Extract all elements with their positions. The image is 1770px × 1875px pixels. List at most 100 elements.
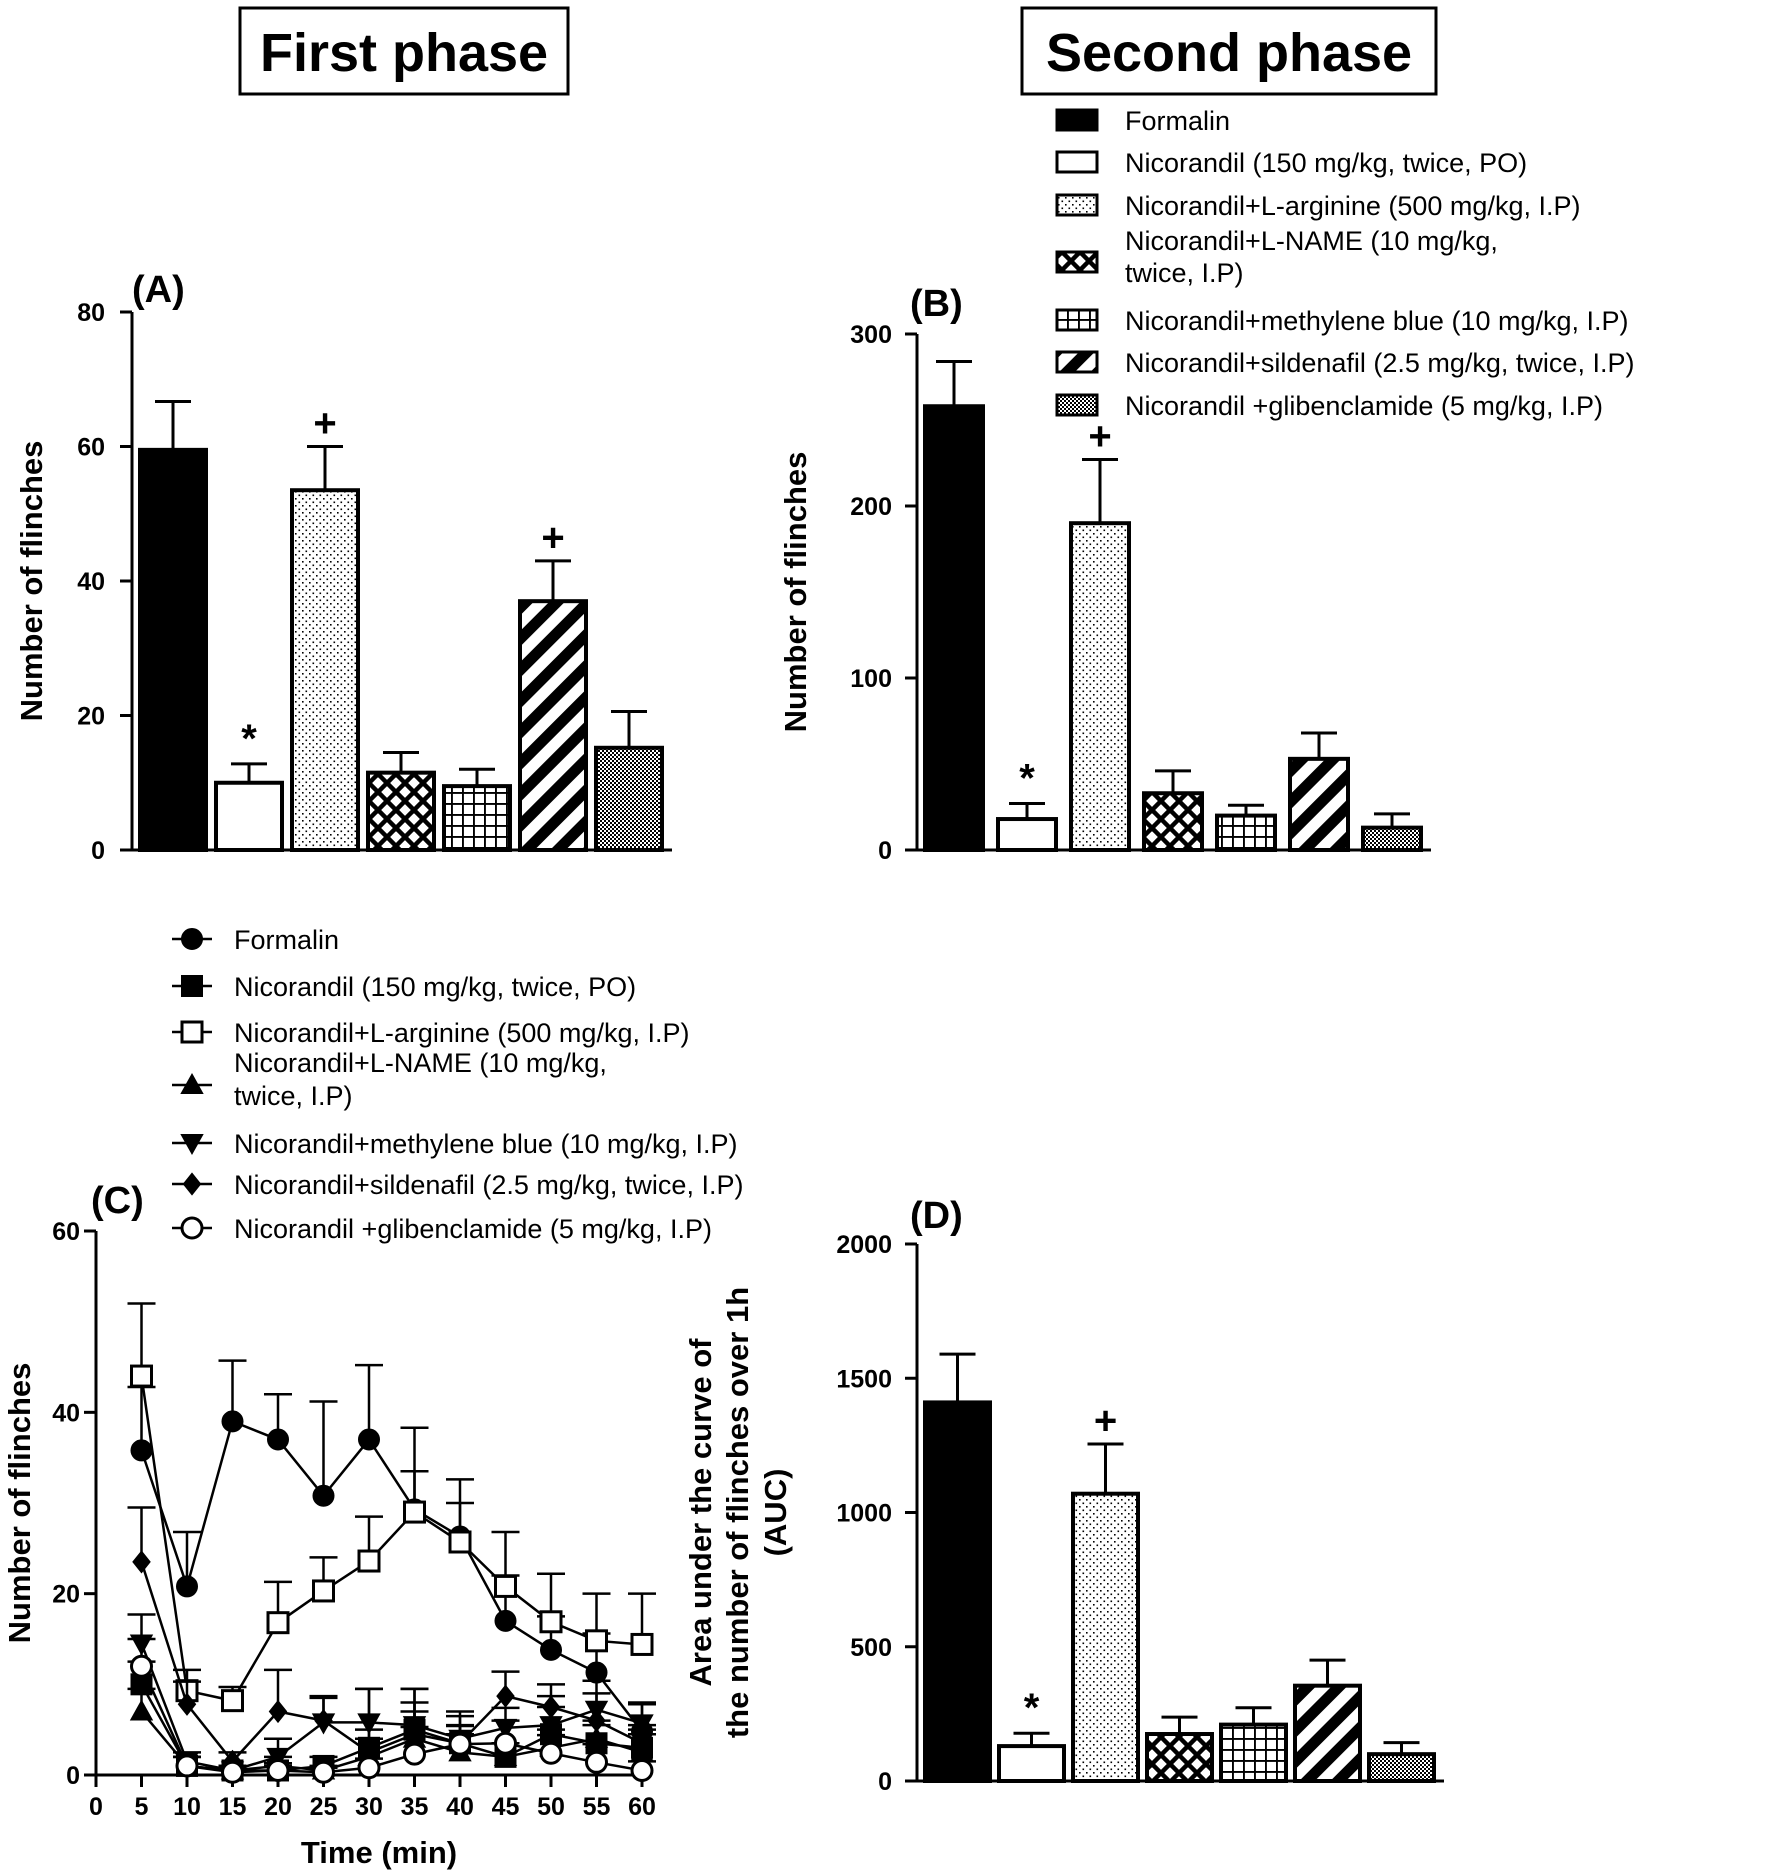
series-0: [127, 1359, 656, 1743]
marker-diamond: [541, 1695, 561, 1719]
x-tick-label: 10: [173, 1793, 201, 1821]
marker-circle-filled: [358, 1428, 380, 1451]
bar: [923, 1400, 992, 1784]
bar: [594, 745, 664, 853]
marker-triangle-up: [180, 1072, 204, 1094]
marker-triangle-up: [129, 1699, 154, 1721]
y-tick-label: 80: [77, 299, 105, 327]
bar: [1219, 1722, 1288, 1783]
series-line: [140, 1419, 643, 1733]
marker-square-open: [403, 1500, 426, 1524]
x-tick-label: 45: [492, 1793, 520, 1821]
x-axis-title: Time (min): [301, 1835, 457, 1870]
legend-label: Nicorandil+L-NAME (10 mg/kg,: [1125, 226, 1498, 256]
bar: [1361, 825, 1423, 853]
x-tick-label: 60: [628, 1793, 656, 1821]
legend-label: Nicorandil (150 mg/kg, twice, PO): [234, 972, 636, 1002]
y-tick-label: 200: [850, 493, 892, 521]
first-phase-title-box: First phase: [238, 6, 570, 96]
series-5: [127, 1506, 656, 1774]
y-axis-title: Number of flinches: [2, 1363, 37, 1644]
marker-square-open: [448, 1530, 472, 1554]
bar: [1145, 1732, 1214, 1783]
marker-square-filled: [181, 975, 203, 997]
marker-circle-open: [403, 1742, 426, 1766]
marker-diamond: [632, 1731, 652, 1755]
bar-legend: Formalin Nicorandil (150 mg/kg, twice, PO…: [1055, 106, 1634, 421]
y-tick-label: 300: [850, 321, 892, 349]
y-axis-title-line: Area under the curve of: [683, 1338, 718, 1687]
y-tick-label: 500: [850, 1634, 892, 1662]
y-tick-label: 0: [878, 1768, 892, 1796]
legend-label: Nicorandil +glibenclamide (5 mg/kg, I.P): [234, 1214, 712, 1244]
marker-circle-filled: [181, 928, 203, 950]
legend-label: Nicorandil +glibenclamide (5 mg/kg, I.P): [1125, 391, 1603, 421]
y-axis-title-line: the number of flinches over 1h: [720, 1287, 755, 1738]
significance-mark: +: [1094, 1399, 1117, 1443]
marker-square-open: [357, 1549, 381, 1573]
series-line: [140, 1375, 643, 1703]
y-tick-label: 20: [52, 1581, 80, 1609]
bar: [1142, 791, 1204, 852]
y-tick-label: 2000: [836, 1231, 892, 1259]
bar: [138, 447, 208, 852]
marker-square-open: [585, 1629, 608, 1653]
bar: [997, 1744, 1066, 1783]
y-tick-label: 40: [77, 568, 105, 596]
legend-swatch: [1055, 350, 1099, 374]
marker-square-open: [130, 1364, 153, 1388]
bar: [1293, 1683, 1362, 1783]
marker-circle-open: [175, 1754, 199, 1778]
second-phase-title: Second phase: [1046, 23, 1412, 83]
marker-circle-open: [357, 1756, 381, 1780]
x-tick-label: 55: [583, 1793, 611, 1821]
significance-mark: *: [1019, 757, 1035, 801]
marker-circle-open: [494, 1731, 517, 1755]
marker-diamond: [177, 1692, 197, 1716]
marker-circle-open: [180, 1216, 204, 1240]
series-6: [127, 1637, 656, 1784]
legend-swatch: [1055, 250, 1099, 274]
marker-circle-filled: [267, 1428, 289, 1451]
y-tick-label: 100: [850, 665, 892, 693]
bar: [366, 770, 436, 852]
bar: [923, 404, 985, 852]
y-tick-label: 60: [77, 434, 105, 462]
y-axis-title: Number of flinches: [14, 441, 49, 722]
marker-circle-filled: [176, 1575, 198, 1598]
marker-diamond: [314, 1708, 333, 1733]
legend-label: Nicorandil+sildenafil (2.5 mg/kg, twice,…: [1125, 348, 1634, 378]
bar: [1071, 1491, 1140, 1783]
legend-label: Nicorandil+methylene blue (10 mg/kg, I.P…: [1125, 306, 1629, 336]
marker-circle-filled: [130, 1439, 153, 1462]
significance-mark: +: [1088, 415, 1111, 459]
y-axis-title: Number of flinches: [778, 452, 813, 733]
x-tick-label: 35: [401, 1793, 429, 1821]
marker-circle-open: [539, 1741, 563, 1765]
legend-label: twice, I.P): [1125, 258, 1244, 288]
y-axis-title-line: (AUC): [758, 1469, 793, 1557]
legend-swatch: [1055, 193, 1099, 217]
significance-mark: +: [541, 516, 564, 560]
bar: [442, 784, 512, 852]
marker-triangle-down: [266, 1747, 290, 1769]
line-legend: Formalin Nicorandil (150 mg/kg, twice, PO…: [172, 925, 743, 1244]
y-tick-label: 1000: [836, 1500, 892, 1528]
bar: [996, 817, 1058, 852]
marker-circle-open: [312, 1760, 335, 1784]
y-tick-label: 1500: [836, 1365, 892, 1393]
marker-square-open: [221, 1689, 244, 1713]
marker-circle-open: [585, 1750, 608, 1774]
bar: [1215, 813, 1277, 852]
panel-a-bar-chart: (A) 0 20 40 60 80 Number of flinches * + +: [14, 269, 672, 865]
marker-square-open: [630, 1632, 654, 1656]
panel-b-bar-chart: (B) 0 100 200 300 Number of flinches * +: [778, 283, 1431, 865]
bar: [1288, 756, 1350, 853]
marker-diamond: [587, 1708, 606, 1733]
significance-mark: *: [1024, 1686, 1040, 1730]
legend-swatch: [1055, 393, 1099, 417]
y-tick-label: 60: [52, 1218, 80, 1246]
marker-diamond: [132, 1550, 151, 1574]
marker-circle-filled: [312, 1484, 335, 1507]
